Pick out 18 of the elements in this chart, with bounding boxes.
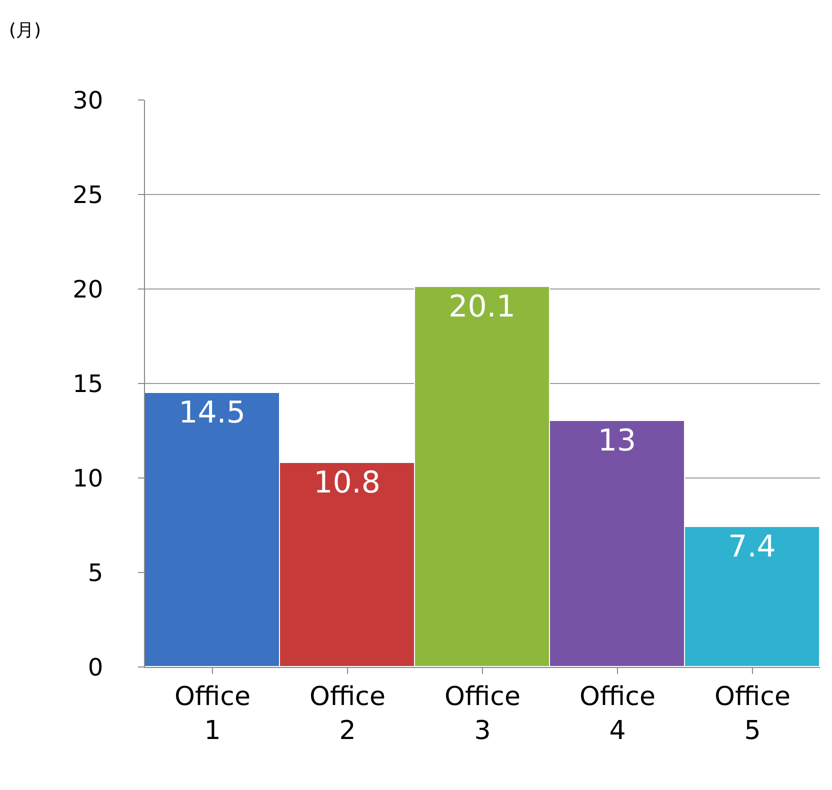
y-tick-label: 15 [72, 370, 104, 398]
y-tick-label: 30 [72, 86, 104, 114]
x-tick-label: Office 5 [714, 682, 790, 746]
x-tick-label: Office 2 [310, 682, 386, 746]
y-tick-label: 5 [88, 558, 104, 587]
x-tick-label: Office 3 [444, 682, 520, 746]
y-tick-label: 0 [88, 653, 104, 682]
data-label: 13 [598, 424, 636, 458]
data-label: 14.5 [178, 396, 246, 430]
data-label: 20.1 [448, 290, 516, 324]
x-tick-label: Office 1 [174, 682, 250, 746]
x-tick-label: Office 4 [580, 682, 656, 746]
y-axis-title: (月) [9, 20, 42, 41]
y-tick-label: 10 [72, 464, 104, 492]
data-label: 7.4 [728, 530, 776, 564]
y-tick-label: 20 [72, 275, 104, 304]
y-tick-label: 25 [72, 180, 104, 209]
data-label: 10.8 [314, 466, 380, 500]
